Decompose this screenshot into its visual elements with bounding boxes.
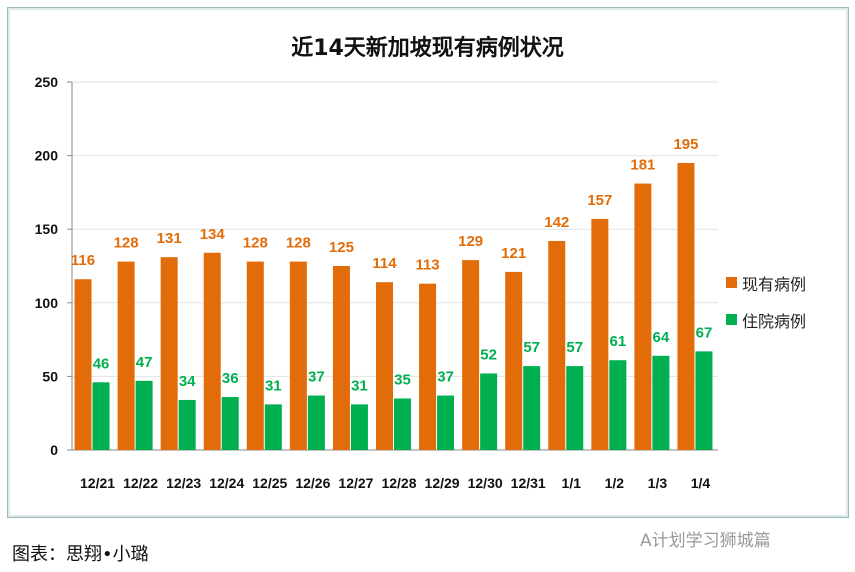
x-tick-label: 12/27 — [338, 475, 373, 491]
data-label: 35 — [394, 371, 411, 388]
bar-current — [332, 266, 350, 450]
bar-hospitalized — [350, 404, 368, 450]
chart-title: 近14天新加坡现有病例状况 — [291, 36, 564, 61]
x-tick-label: 12/26 — [295, 475, 330, 491]
legend-swatch — [726, 314, 737, 325]
bar-current — [462, 260, 480, 450]
data-label: 37 — [437, 369, 454, 386]
bar-hospitalized — [221, 397, 239, 450]
bar-current — [591, 218, 609, 450]
data-label: 181 — [630, 157, 655, 174]
data-label: 142 — [544, 214, 569, 231]
data-label: 52 — [480, 346, 497, 363]
x-tick-label: 12/22 — [123, 475, 158, 491]
bar-current — [505, 271, 523, 450]
data-label: 31 — [265, 377, 282, 394]
x-tick-label: 12/21 — [80, 475, 115, 491]
data-label: 64 — [653, 329, 670, 346]
data-label: 128 — [286, 235, 311, 252]
data-label: 121 — [501, 245, 526, 262]
x-tick-label: 12/29 — [425, 475, 460, 491]
data-label: 125 — [329, 239, 354, 256]
y-tick-label: 0 — [50, 442, 58, 458]
data-label: 61 — [609, 333, 626, 350]
data-label: 57 — [566, 339, 583, 356]
data-label: 113 — [415, 257, 439, 274]
legend-swatch — [726, 277, 737, 288]
bar-hospitalized — [437, 395, 455, 450]
bar-hospitalized — [135, 380, 153, 450]
y-tick-label: 50 — [42, 368, 58, 384]
watermark: A计划学习狮城篇 — [640, 531, 771, 551]
bar-current — [548, 240, 566, 450]
legend-label: 现有病例 — [742, 274, 807, 294]
x-tick-label: 12/23 — [166, 475, 201, 491]
legend-item-current: 现有病例 — [726, 264, 806, 301]
bar-current — [74, 279, 92, 450]
legend: 现有病例 住院病例 — [726, 264, 806, 338]
bar-hospitalized — [307, 395, 325, 450]
x-tick-label: 1/4 — [691, 475, 711, 491]
data-label: 46 — [93, 355, 110, 372]
data-label: 116 — [71, 252, 95, 269]
data-label: 134 — [200, 226, 226, 243]
data-label: 47 — [136, 354, 153, 371]
data-label: 131 — [157, 230, 182, 247]
x-tick-label: 12/30 — [468, 475, 503, 491]
bar-hospitalized — [178, 399, 196, 450]
bar-hospitalized — [480, 373, 498, 450]
data-label: 114 — [372, 255, 397, 272]
y-tick-label: 200 — [35, 148, 59, 164]
bar-current — [203, 252, 221, 450]
bar-current — [634, 183, 652, 450]
x-tick-label: 1/2 — [605, 475, 625, 491]
data-label: 37 — [308, 369, 325, 386]
chart-credit: 图表：思翔•小璐 — [12, 544, 149, 565]
data-label: 157 — [587, 192, 612, 209]
bar-current — [160, 257, 178, 450]
x-tick-label: 12/25 — [252, 475, 287, 491]
bar-current — [376, 282, 393, 450]
chart-frame — [7, 7, 849, 518]
x-tick-label: 12/31 — [511, 475, 546, 491]
bar-hospitalized — [609, 360, 627, 450]
bar-hospitalized — [264, 404, 282, 450]
data-label: 195 — [673, 136, 698, 153]
y-tick-label: 150 — [35, 221, 59, 237]
x-tick-label: 12/28 — [381, 475, 416, 491]
data-label: 128 — [114, 235, 139, 252]
bar-hospitalized — [394, 398, 411, 450]
bar-current — [419, 283, 437, 450]
legend-item-hospital: 住院病例 — [726, 301, 806, 338]
bar-current — [246, 261, 264, 450]
data-label: 36 — [222, 370, 239, 387]
legend-label: 住院病例 — [742, 311, 807, 331]
bar-hospitalized — [92, 382, 110, 450]
y-tick-label: 100 — [35, 295, 59, 311]
data-label: 129 — [458, 233, 483, 250]
x-tick-label: 1/1 — [562, 475, 582, 491]
bar-current — [117, 261, 135, 450]
data-label: 67 — [696, 324, 713, 341]
bar-current — [677, 162, 695, 450]
bar-hospitalized — [523, 366, 541, 450]
bar-chart: 0 50 100 150 200 250 12/21 116 46 12/22 128 47 12/23… — [35, 74, 718, 491]
data-label: 128 — [243, 235, 268, 252]
bar-current — [289, 261, 307, 450]
x-tick-label: 1/3 — [648, 475, 668, 491]
bar-hospitalized — [652, 355, 670, 450]
data-label: 57 — [523, 339, 540, 356]
y-tick-label: 250 — [35, 74, 59, 90]
data-label: 31 — [351, 377, 368, 394]
x-tick-label: 12/24 — [209, 475, 244, 491]
bar-hospitalized — [566, 366, 584, 450]
data-label: 34 — [179, 373, 196, 390]
bar-hospitalized — [695, 351, 713, 450]
